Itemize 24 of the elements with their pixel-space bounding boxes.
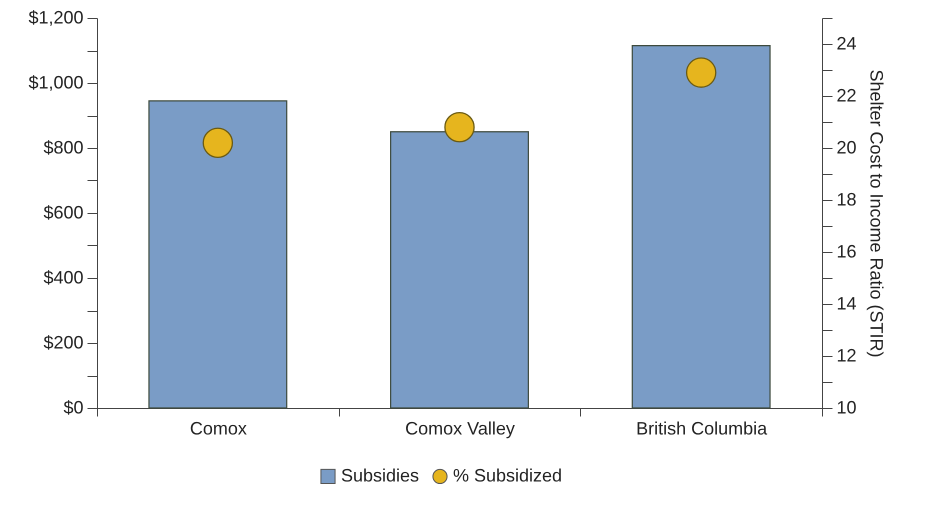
legend-label: Subsidies (341, 465, 420, 486)
y2-tick-label: 10 (836, 398, 857, 418)
y-tick-label: $600 (43, 202, 84, 222)
point (202, 128, 234, 158)
point (444, 112, 475, 142)
legend-label: % Subsidized (453, 465, 562, 486)
point (686, 57, 716, 88)
y2-tick-label: 18 (836, 190, 857, 210)
x-tick-label: British Columbia (636, 418, 768, 438)
x-tick-label: Comox (190, 418, 247, 438)
y2-tick-label: 14 (836, 294, 857, 314)
y2-tick-label: 22 (836, 86, 857, 106)
y-tick-label: $1,200 (28, 8, 84, 28)
y2-tick-label: 16 (836, 242, 857, 262)
x-tick-label: Comox Valley (405, 418, 515, 438)
y2-tick-label: 20 (836, 138, 857, 158)
y-tick-label: $800 (43, 138, 84, 158)
y2-tick-label: 12 (836, 346, 857, 366)
y2-tick-label: 24 (836, 34, 857, 54)
y-tick-label: $400 (43, 268, 84, 288)
y-tick-label: $0 (63, 398, 84, 418)
y-tick-label: $1,000 (28, 72, 84, 92)
y-tick-label: $200 (43, 332, 84, 352)
y2-axis-title: Shelter Cost to Income Ratio (STIR) (866, 69, 887, 358)
